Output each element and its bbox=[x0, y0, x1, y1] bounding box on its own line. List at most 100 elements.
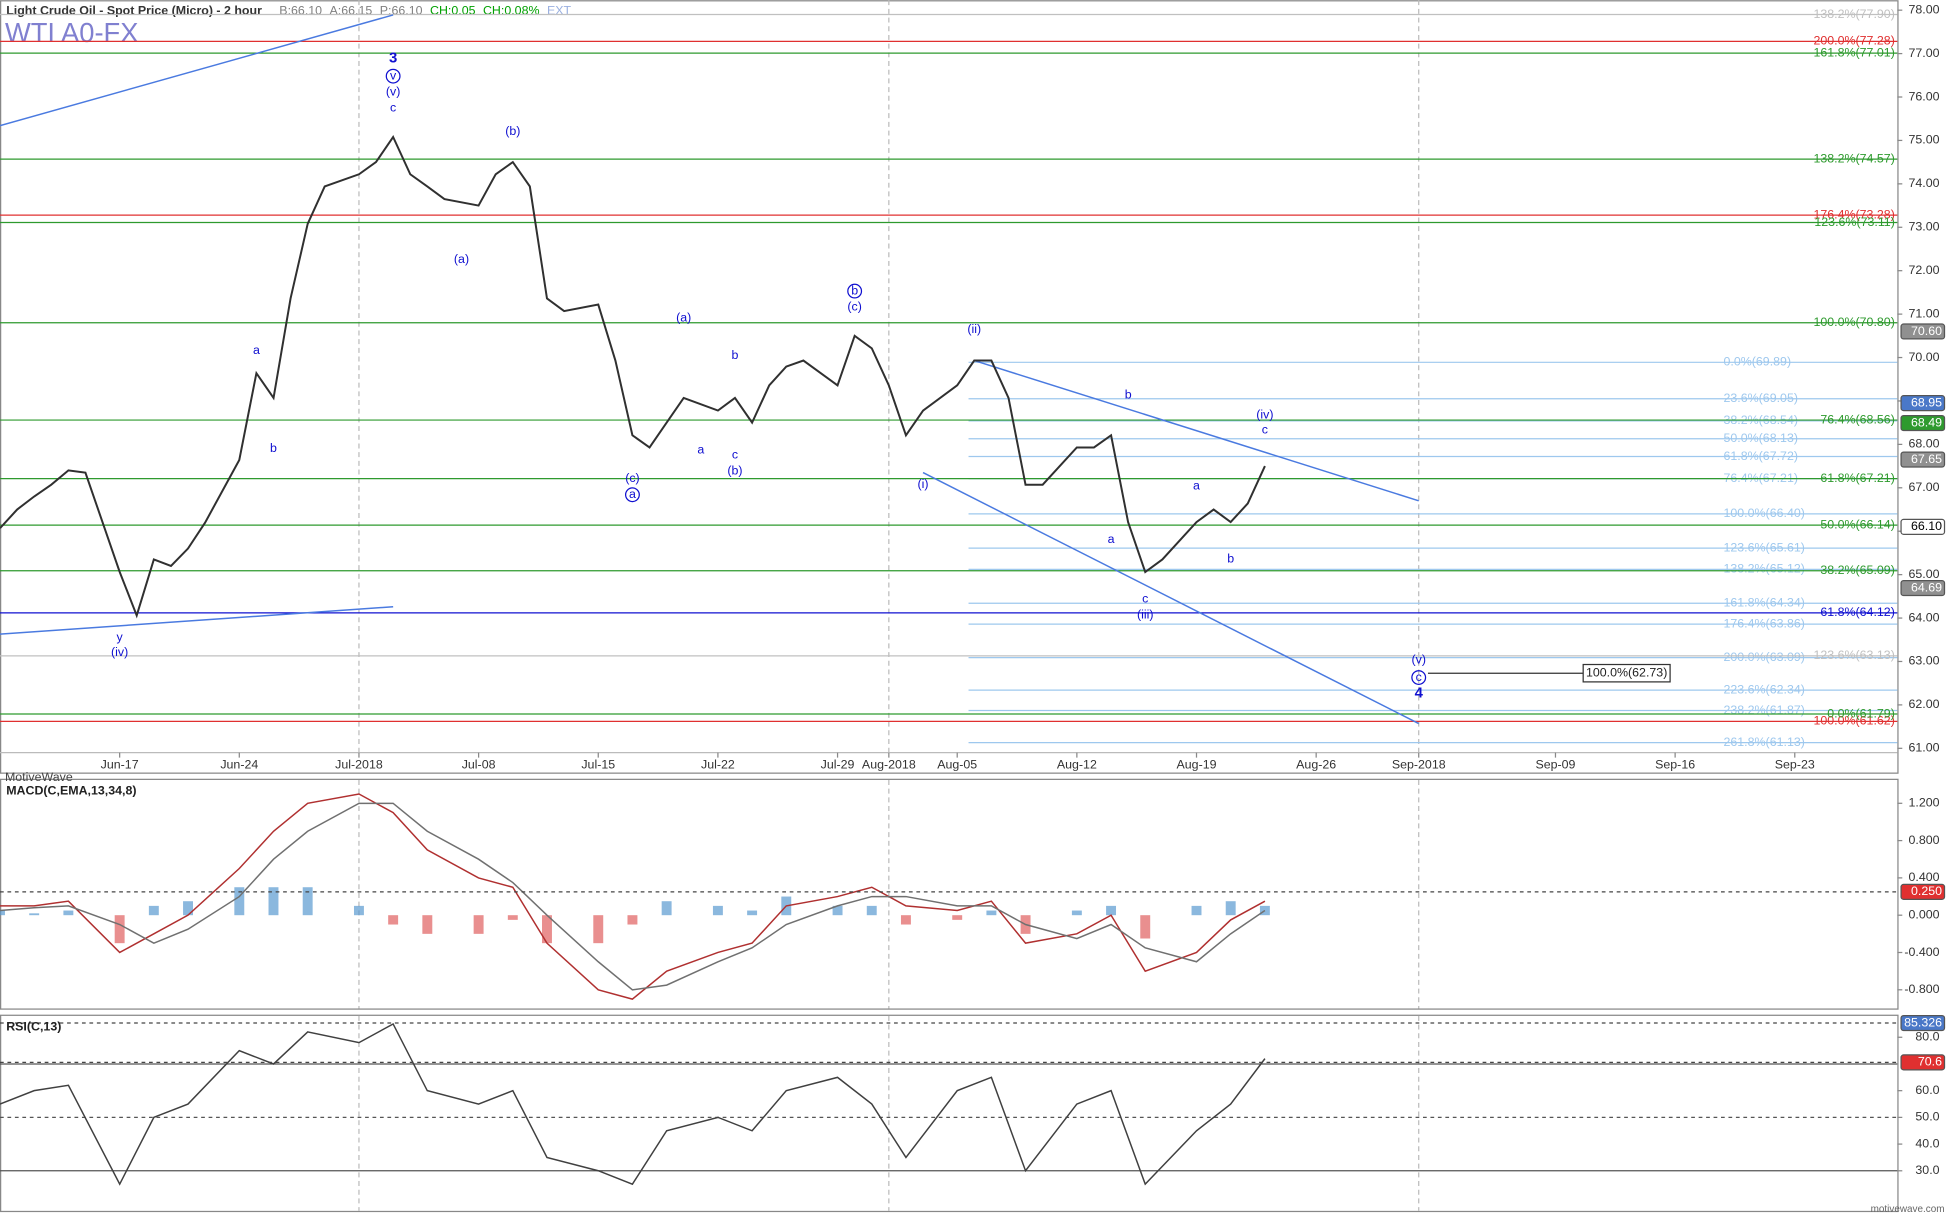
histogram-bar bbox=[712, 905, 723, 916]
fib-label: 61.8%(67.21) bbox=[1820, 471, 1895, 485]
histogram-bar bbox=[1106, 905, 1117, 916]
fib-label: 61.8%(64.12) bbox=[1820, 605, 1895, 619]
fib-label: 161.8%(64.34) bbox=[1723, 596, 1804, 610]
wave-label: c bbox=[1142, 592, 1148, 606]
histogram-bar bbox=[1191, 905, 1202, 916]
price-marker bbox=[1900, 323, 1946, 340]
fib-label: 61.8%(67.72) bbox=[1723, 449, 1798, 463]
x-tick-label: Jun-24 bbox=[220, 757, 258, 771]
x-tick-label: Aug-19 bbox=[1177, 757, 1217, 771]
watermark: MotiveWave bbox=[5, 770, 73, 784]
wave-label: (b) bbox=[505, 124, 520, 138]
wave-label: b bbox=[1227, 552, 1234, 566]
histogram-bar bbox=[268, 887, 279, 916]
y-tick-label: 0.800 bbox=[1909, 833, 1940, 847]
y-tick-label: -0.400 bbox=[1904, 945, 1939, 959]
y-tick-label: 62.00 bbox=[1909, 697, 1940, 711]
histogram-bar bbox=[832, 905, 843, 916]
fib-label: 176.4%(63.86) bbox=[1723, 616, 1804, 630]
x-tick-label: Aug-12 bbox=[1057, 757, 1097, 771]
trend-line bbox=[0, 14, 394, 127]
quote: CH:0.08% bbox=[483, 4, 540, 18]
y-tick-label: 40.0 bbox=[1915, 1136, 1939, 1150]
x-tick-label: Sep-2018 bbox=[1392, 757, 1446, 771]
y-tick-label: 50.0 bbox=[1915, 1110, 1939, 1124]
wave-circle bbox=[847, 283, 863, 299]
wave-label: b bbox=[732, 348, 739, 362]
wave-label: c bbox=[732, 448, 738, 462]
series-line bbox=[0, 135, 1266, 619]
wave-circle bbox=[624, 487, 640, 503]
y-tick-label: 63.00 bbox=[1909, 654, 1940, 668]
y-tick-label: 1.200 bbox=[1909, 796, 1940, 810]
fib-label: 76.4%(68.56) bbox=[1820, 412, 1895, 426]
wave-label: (iv) bbox=[111, 645, 128, 659]
fib-label: 123.6%(63.13) bbox=[1813, 648, 1894, 662]
histogram-bar bbox=[63, 910, 74, 916]
series-line bbox=[0, 1022, 1266, 1186]
target-box bbox=[1582, 663, 1671, 683]
y-tick-label: 0.000 bbox=[1909, 907, 1940, 921]
y-tick-label: 76.00 bbox=[1909, 89, 1940, 103]
price-marker-label: 67.65 bbox=[1911, 452, 1942, 466]
x-tick-label: Jul-22 bbox=[701, 757, 735, 771]
histogram-bar bbox=[148, 905, 159, 916]
wave-label: 3 bbox=[389, 51, 397, 67]
y-tick-label: 68.00 bbox=[1909, 437, 1940, 451]
wave-label: (c) bbox=[625, 471, 639, 485]
x-tick-label: Sep-09 bbox=[1535, 757, 1575, 771]
macd-panel bbox=[0, 778, 1899, 1010]
quote: P:66.10 bbox=[380, 4, 423, 18]
wave-label: a bbox=[253, 343, 260, 357]
fib-label: 100.0%(66.40) bbox=[1723, 506, 1804, 520]
price-marker-label: 0.250 bbox=[1911, 884, 1942, 898]
x-tick-label: Aug-26 bbox=[1296, 757, 1336, 771]
y-tick-label: 77.00 bbox=[1909, 46, 1940, 60]
histogram-bar bbox=[900, 915, 911, 925]
fib-label: 138.2%(74.57) bbox=[1813, 151, 1894, 165]
price-marker bbox=[1900, 395, 1946, 412]
histogram-bar bbox=[0, 910, 5, 916]
wave-label: (a) bbox=[454, 252, 469, 266]
histogram-bar bbox=[1140, 915, 1151, 939]
fib-label: 138.2%(65.12) bbox=[1723, 562, 1804, 576]
price-marker bbox=[1900, 1014, 1946, 1032]
panel-title: RSI(C,13) bbox=[6, 1019, 61, 1033]
price-marker-label: 70.6 bbox=[1918, 1055, 1942, 1069]
wave-label: y bbox=[117, 630, 124, 644]
price-marker-label: 70.60 bbox=[1911, 324, 1942, 338]
histogram-bar bbox=[422, 915, 433, 934]
wave-circle bbox=[385, 68, 401, 84]
trend-line bbox=[974, 359, 1419, 502]
price-marker bbox=[1900, 518, 1946, 535]
price-marker-label: 64.69 bbox=[1911, 580, 1942, 594]
fib-label: 261.8%(61.13) bbox=[1723, 735, 1804, 749]
fib-label: 38.2%(65.09) bbox=[1820, 563, 1895, 577]
x-tick-label: Jul-29 bbox=[821, 757, 855, 771]
fib-label: 123.6%(73.11) bbox=[1814, 215, 1894, 229]
y-tick-label: 60.0 bbox=[1915, 1083, 1939, 1097]
histogram-bar bbox=[627, 915, 638, 925]
x-tick-label: Jun-17 bbox=[101, 757, 139, 771]
histogram-bar bbox=[661, 901, 672, 916]
y-tick-label: 61.00 bbox=[1909, 741, 1940, 755]
y-tick-label: 30.0 bbox=[1915, 1163, 1939, 1177]
y-tick-label: -0.800 bbox=[1904, 982, 1939, 996]
fib-label: 138.2%(77.90) bbox=[1813, 7, 1894, 21]
fib-label: 123.6%(65.61) bbox=[1723, 540, 1804, 554]
wave-label: a bbox=[629, 487, 636, 501]
histogram-bar bbox=[353, 905, 364, 916]
wave-label: (v) bbox=[1411, 652, 1425, 666]
y-tick-label: 78.00 bbox=[1909, 2, 1940, 16]
price-panel bbox=[0, 0, 1899, 774]
histogram-bar bbox=[986, 910, 997, 916]
wave-label: (iii) bbox=[1137, 608, 1154, 622]
header-title: Light Crude Oil - Spot Price (Micro) - 2… bbox=[6, 4, 262, 18]
x-tick-label: Aug-05 bbox=[937, 757, 977, 771]
trend-line bbox=[922, 471, 1420, 725]
y-tick-label: 75.00 bbox=[1909, 133, 1940, 147]
histogram-bar bbox=[1225, 901, 1236, 916]
